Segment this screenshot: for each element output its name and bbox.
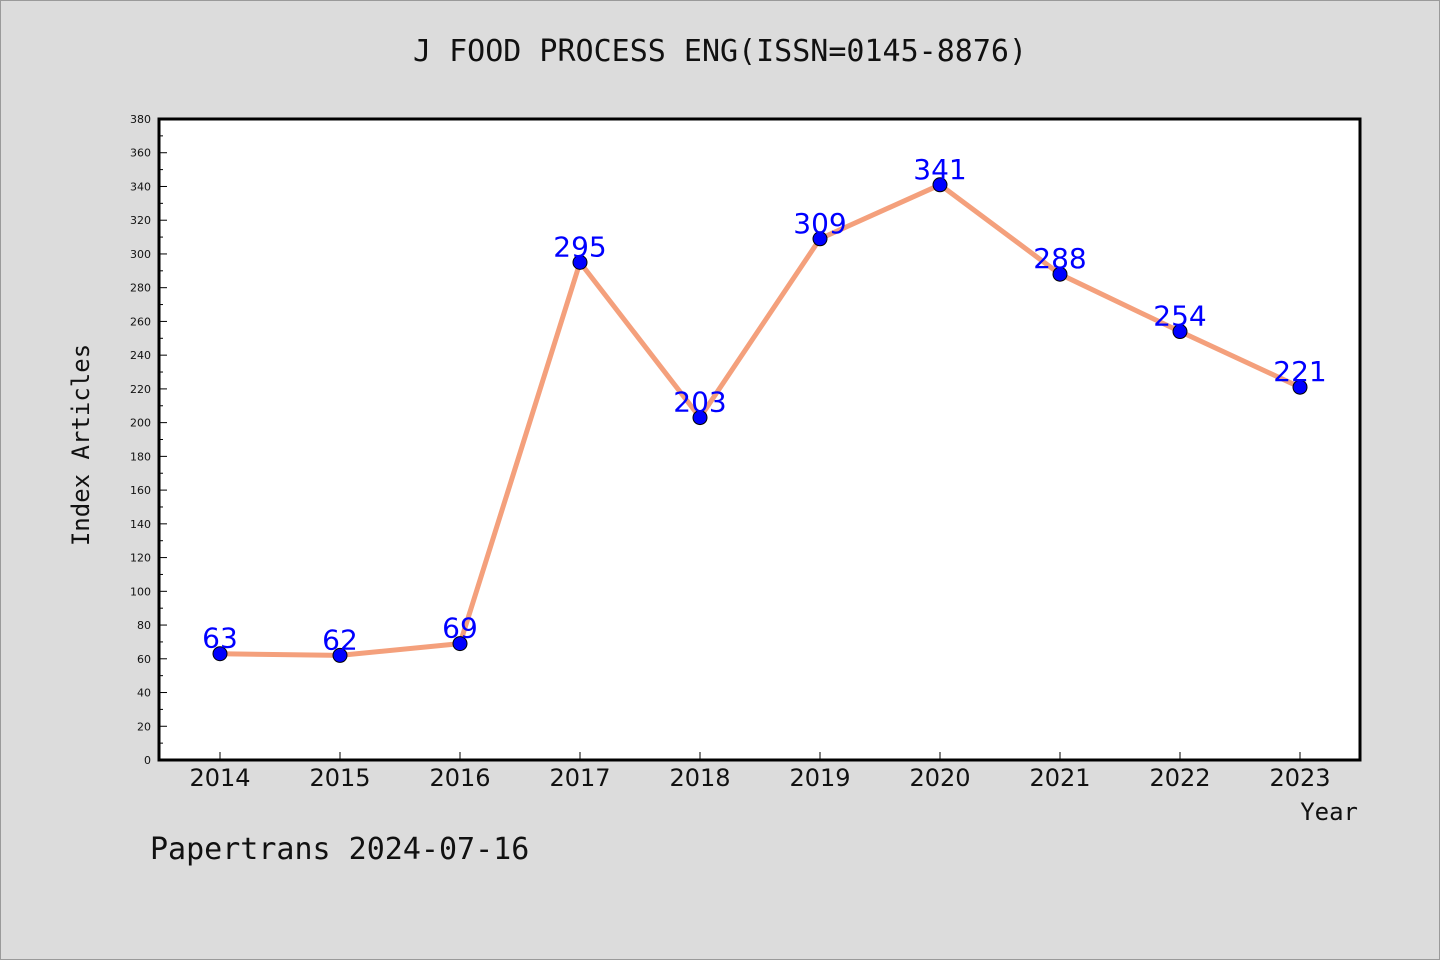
y-tick-label: 380 [130, 113, 151, 126]
y-tick-label: 260 [130, 315, 151, 328]
data-label: 309 [793, 207, 846, 240]
data-point [812, 231, 828, 247]
y-tick-label: 40 [137, 687, 151, 700]
series-group: 63 62 69 295 203 309 341 288 254 221 [202, 153, 1327, 663]
x-tick-label: 2023 [1269, 764, 1330, 792]
y-tick-label: 60 [137, 653, 151, 666]
data-point [932, 177, 948, 193]
data-point [452, 636, 468, 652]
y-tick-label: 100 [130, 585, 151, 598]
data-label: 221 [1273, 355, 1326, 388]
data-point [1292, 379, 1308, 395]
data-point [1052, 266, 1068, 282]
y-tick-label: 200 [130, 417, 151, 430]
y-tick-label: 340 [130, 180, 151, 193]
x-tick-label: 2014 [189, 764, 250, 792]
x-tick-label: 2022 [1149, 764, 1210, 792]
x-tick-label: 2017 [549, 764, 610, 792]
y-tick-label: 280 [130, 282, 151, 295]
data-point [1172, 324, 1188, 340]
y-tick-label: 20 [137, 720, 151, 733]
footer-text: Papertrans 2024-07-16 [150, 832, 530, 867]
data-label: 254 [1153, 300, 1206, 333]
x-tick-label: 2015 [309, 764, 370, 792]
x-tick-label: 2020 [909, 764, 970, 792]
data-label: 295 [553, 230, 606, 263]
chart-title: J FOOD PROCESS ENG(ISSN=0145-8876) [412, 34, 1028, 69]
data-point [572, 254, 588, 270]
x-axis-label: Year [1300, 798, 1358, 826]
y-tick-label: 220 [130, 383, 151, 396]
y-tick-label: 300 [130, 248, 151, 261]
y-tick-label: 140 [130, 518, 151, 531]
data-point [332, 647, 348, 663]
data-point [212, 646, 228, 662]
y-axis: 0 20 40 60 80 100 120 140 160 180 200 220 240 260 280 3… [130, 113, 167, 767]
y-tick-label: 0 [144, 754, 151, 767]
x-tick-label: 2021 [1029, 764, 1090, 792]
y-tick-label: 320 [130, 214, 151, 227]
y-tick-label: 120 [130, 552, 151, 565]
y-tick-label: 240 [130, 349, 151, 362]
x-axis: 2014 2015 2016 2017 2018 2019 2020 2021 2022 2023 [189, 752, 1331, 792]
data-label: 288 [1033, 242, 1086, 275]
series-line [217, 182, 1303, 658]
x-tick-label: 2018 [669, 764, 730, 792]
data-label: 62 [322, 623, 358, 656]
y-tick-label: 180 [130, 450, 151, 463]
data-label: 63 [202, 622, 238, 655]
data-label: 341 [913, 153, 966, 186]
data-label: 69 [442, 612, 478, 645]
data-point [692, 410, 708, 426]
data-label: 203 [673, 386, 726, 419]
y-tick-label: 360 [130, 147, 151, 160]
y-tick-label: 80 [137, 619, 151, 632]
x-tick-label: 2016 [429, 764, 490, 792]
y-tick-label: 160 [130, 484, 151, 497]
plot-area [157, 117, 1362, 762]
x-tick-label: 2019 [789, 764, 850, 792]
y-axis-label: Index Articles [67, 344, 95, 546]
